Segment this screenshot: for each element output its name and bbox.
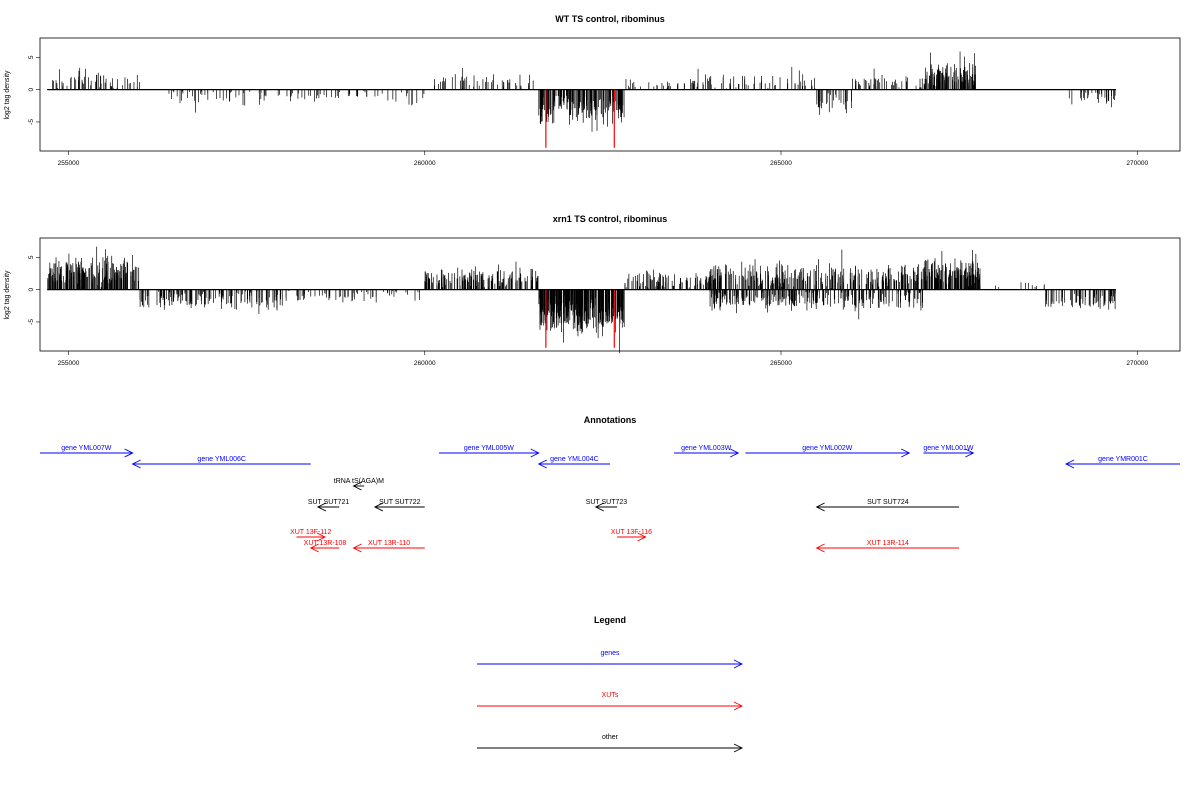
plot-frame	[39, 37, 1181, 152]
arrow-head	[352, 543, 362, 553]
legend-panel: Legend genes XUTs other	[477, 615, 744, 753]
plot-frame	[39, 237, 1181, 352]
legend-item: other	[477, 734, 744, 753]
feature-label: gene YML001W	[923, 445, 973, 452]
x-tick-label: 255000	[58, 360, 80, 367]
arrow-head	[352, 481, 362, 491]
feature-xut: XUT 13F-112	[290, 529, 332, 542]
feature-label: gene YML007W	[61, 445, 111, 452]
feature-gene: gene YML002W	[745, 445, 911, 458]
legend-label: XUTs	[602, 692, 619, 699]
feature-other: SUT SUT722	[373, 499, 425, 512]
panel-wt: WT TS control, ribominus log2 tag densit…	[4, 14, 1181, 167]
annotations-title: Annotations	[584, 415, 637, 425]
feature-label: gene YML005W	[464, 445, 514, 452]
x-tick-label: 255000	[58, 160, 80, 167]
feature-gene: gene YML005W	[439, 445, 540, 458]
feature-label: XUT 13R-110	[368, 540, 410, 547]
arrow-head	[316, 532, 327, 542]
feature-label: gene YMR001C	[1098, 456, 1148, 463]
arrow-head	[637, 532, 647, 542]
feature-label: gene YML002W	[802, 445, 852, 452]
y-tick-label: 0	[28, 287, 35, 291]
feature-gene: gene YML001W	[923, 445, 975, 458]
arrow-head	[131, 459, 141, 469]
feature-gene: gene YMR001C	[1064, 456, 1180, 469]
annotations-panel: Annotations gene YML007W gene YML006C gene…	[40, 415, 1180, 553]
feature-other: tRNA tS(AGA)M	[334, 478, 384, 491]
panel-xrn1: xrn1 TS control, ribominus log2 tag dens…	[4, 214, 1181, 367]
legend-title: Legend	[594, 615, 626, 625]
feature-gene: gene YML004C	[537, 456, 610, 469]
arrow-head	[815, 543, 825, 553]
arrow-head	[965, 448, 975, 458]
arrow-head	[733, 701, 744, 711]
x-tick-label: 270000	[1126, 160, 1148, 167]
feature-gene: gene YML007W	[40, 445, 134, 458]
feature-xut: XUT 13F-116	[611, 529, 652, 542]
feature-label: SUT SUT724	[867, 499, 909, 506]
feature-xut: XUT 13R-110	[352, 540, 425, 553]
feature-other: SUT SUT721	[308, 499, 350, 512]
arrow-head	[733, 743, 744, 753]
arrow-head	[530, 448, 540, 458]
feature-other: SUT SUT723	[586, 499, 628, 512]
feature-label: gene YML003W	[681, 445, 731, 452]
x-tick-label: 265000	[770, 360, 792, 367]
feature-label: XUT 13F-112	[290, 529, 331, 536]
legend-item: genes	[477, 650, 744, 669]
feature-gene: gene YML006C	[131, 456, 311, 469]
chart-title: WT TS control, ribominus	[555, 14, 665, 24]
arrow-head	[594, 502, 604, 512]
arrow-head	[733, 659, 744, 669]
feature-label: SUT SUT723	[586, 499, 628, 506]
arrow-head	[373, 502, 384, 512]
feature-label: XUT 13R-114	[867, 540, 909, 547]
y-tick-label: 0	[28, 87, 35, 91]
feature-label: gene YML004C	[550, 456, 599, 463]
feature-label: gene YML006C	[197, 456, 246, 463]
arrow-head	[901, 448, 911, 458]
y-axis-label: log2 tag density	[4, 270, 11, 320]
arrow-head	[309, 543, 319, 553]
feature-gene: gene YML003W	[674, 445, 740, 458]
y-axis-label: log2 tag density	[4, 70, 11, 120]
arrow-head	[815, 502, 825, 512]
feature-xut: XUT 13R-108	[304, 540, 347, 553]
x-tick-label: 265000	[770, 160, 792, 167]
y-tick-label: 5	[28, 255, 35, 259]
legend-label: other	[602, 734, 619, 741]
arrow-head	[124, 448, 134, 458]
feature-label: XUT 13F-116	[611, 529, 652, 536]
x-tick-label: 260000	[414, 160, 436, 167]
feature-label: SUT SUT721	[308, 499, 350, 506]
arrow-head	[316, 502, 327, 512]
feature-label: SUT SUT722	[379, 499, 421, 506]
feature-other: SUT SUT724	[815, 499, 960, 512]
y-tick-label: -5	[28, 119, 35, 125]
x-tick-label: 260000	[414, 360, 436, 367]
arrow-head	[1064, 459, 1075, 469]
y-tick-label: 5	[28, 55, 35, 59]
x-tick-label: 270000	[1126, 360, 1148, 367]
legend-item: XUTs	[477, 692, 744, 711]
feature-label: XUT 13R-108	[304, 540, 347, 547]
arrow-head	[537, 459, 547, 469]
chart-title: xrn1 TS control, ribominus	[553, 214, 668, 224]
legend-label: genes	[600, 650, 620, 657]
feature-label: tRNA tS(AGA)M	[334, 478, 384, 485]
y-tick-label: -5	[28, 319, 35, 325]
arrow-head	[730, 448, 740, 458]
feature-xut: XUT 13R-114	[815, 540, 960, 553]
